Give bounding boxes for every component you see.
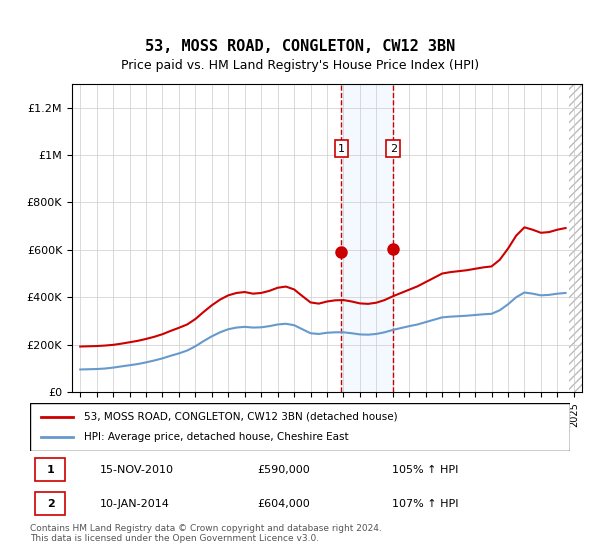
Text: Price paid vs. HM Land Registry's House Price Index (HPI): Price paid vs. HM Land Registry's House … [121,59,479,72]
Text: HPI: Average price, detached house, Cheshire East: HPI: Average price, detached house, Ches… [84,432,349,442]
Text: 53, MOSS ROAD, CONGLETON, CW12 3BN (detached house): 53, MOSS ROAD, CONGLETON, CW12 3BN (deta… [84,412,398,422]
Text: 2: 2 [47,499,55,509]
Bar [569,84,582,392]
Text: Contains HM Land Registry data © Crown copyright and database right 2024.
This d: Contains HM Land Registry data © Crown c… [30,524,382,543]
Text: 1: 1 [47,465,55,475]
Text: 1: 1 [338,144,345,153]
Bar [569,84,582,392]
Text: 53, MOSS ROAD, CONGLETON, CW12 3BN: 53, MOSS ROAD, CONGLETON, CW12 3BN [145,39,455,54]
Bar [341,84,393,392]
Text: 2: 2 [390,144,397,153]
Text: £590,000: £590,000 [257,465,310,475]
FancyBboxPatch shape [35,458,65,481]
Text: 107% ↑ HPI: 107% ↑ HPI [392,499,458,509]
FancyBboxPatch shape [30,403,570,451]
Text: 105% ↑ HPI: 105% ↑ HPI [392,465,458,475]
Text: 10-JAN-2014: 10-JAN-2014 [100,499,170,509]
FancyBboxPatch shape [35,492,65,515]
Text: 15-NOV-2010: 15-NOV-2010 [100,465,174,475]
Text: £604,000: £604,000 [257,499,310,509]
